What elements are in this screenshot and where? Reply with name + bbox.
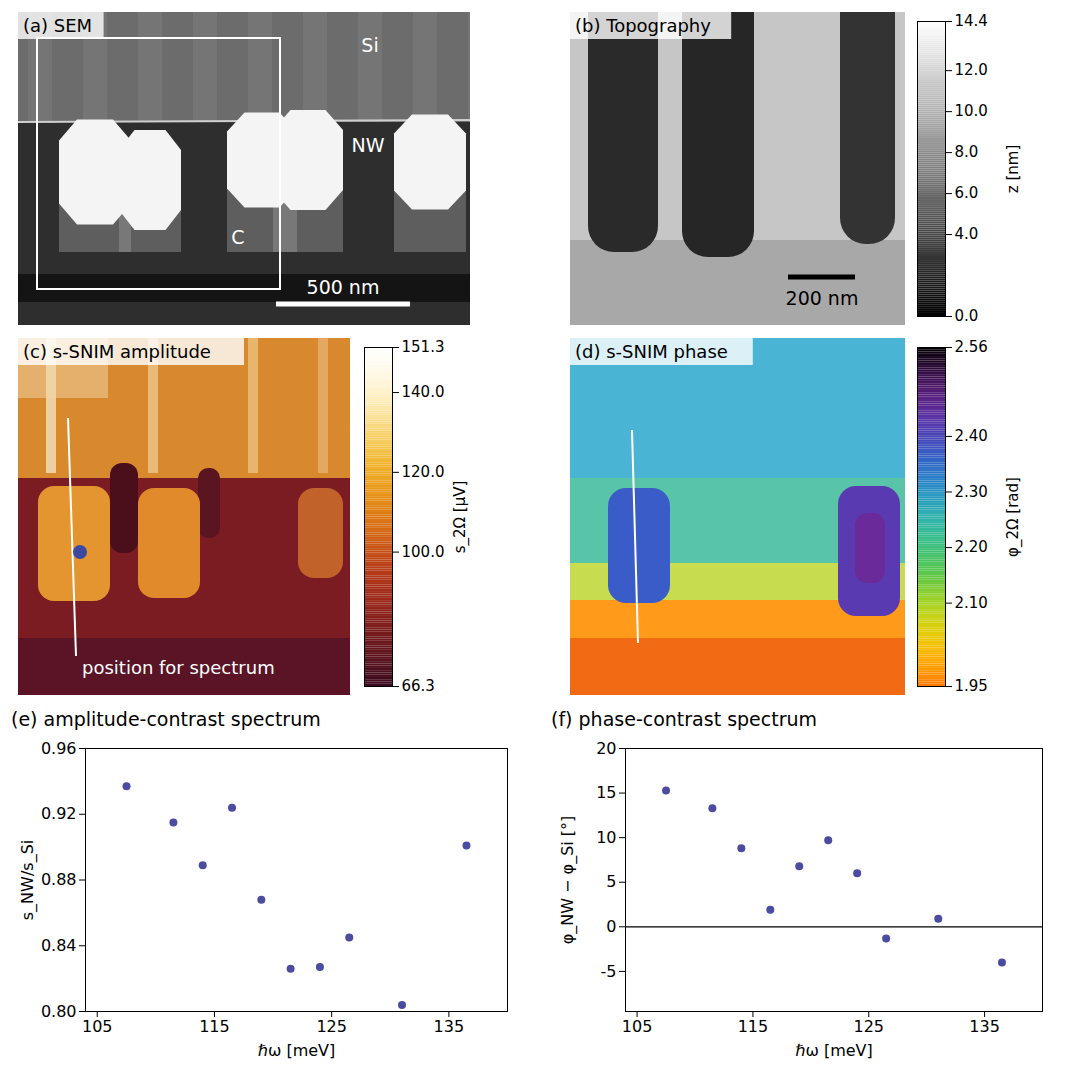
svg-text:120.0: 120.0 <box>402 463 445 481</box>
svg-text:Si: Si <box>361 34 378 56</box>
svg-text:0.88: 0.88 <box>41 870 77 889</box>
svg-text:0.92: 0.92 <box>41 804 77 823</box>
svg-text:8.0: 8.0 <box>955 143 979 161</box>
svg-text:(a) SEM: (a) SEM <box>23 15 92 36</box>
svg-text:125: 125 <box>853 1017 884 1036</box>
svg-text:position for spectrum: position for spectrum <box>82 657 275 678</box>
svg-text:10: 10 <box>596 828 616 847</box>
svg-text:100.0: 100.0 <box>402 543 445 561</box>
svg-text:0.96: 0.96 <box>41 739 77 758</box>
html-text:(e) amplitude-contrast spectru: (e) amplitude-contrast spectrum <box>11 708 321 730</box>
svg-text:(c) s-SNIM amplitude: (c) s-SNIM amplitude <box>23 341 211 362</box>
svg-text:0.84: 0.84 <box>41 936 77 955</box>
svg-text:10.0: 10.0 <box>955 102 988 120</box>
svg-text:1.95: 1.95 <box>955 677 988 695</box>
html-text:(f) phase-contrast spectrum: (f) phase-contrast spectrum <box>551 708 818 730</box>
svg-text:135: 135 <box>969 1017 1000 1036</box>
svg-text:66.3: 66.3 <box>402 677 435 695</box>
svg-text:115: 115 <box>738 1017 769 1036</box>
svg-text:14.4: 14.4 <box>955 12 988 30</box>
svg-text:0.0: 0.0 <box>955 307 979 325</box>
svg-text:105: 105 <box>82 1017 113 1036</box>
svg-text:φ_2Ω [rad]: φ_2Ω [rad] <box>1004 477 1023 557</box>
svg-text:6.0: 6.0 <box>955 184 979 202</box>
svg-text:φ_NW − φ_Si [°]: φ_NW − φ_Si [°] <box>558 816 578 945</box>
svg-text:140.0: 140.0 <box>402 383 445 401</box>
svg-text:2.40: 2.40 <box>955 427 988 445</box>
svg-text:s_NW/s_Si: s_NW/s_Si <box>18 840 38 920</box>
svg-text:5: 5 <box>606 872 616 891</box>
svg-text:125: 125 <box>316 1017 347 1036</box>
svg-text:135: 135 <box>434 1017 465 1036</box>
svg-text:ℏω [meV]: ℏω [meV] <box>795 1041 872 1060</box>
svg-text:2.30: 2.30 <box>955 483 988 501</box>
svg-text:105: 105 <box>622 1017 653 1036</box>
svg-text:ℏω [meV]: ℏω [meV] <box>258 1041 335 1060</box>
svg-text:2.20: 2.20 <box>955 538 988 556</box>
svg-text:0.80: 0.80 <box>41 1002 77 1021</box>
svg-text:151.3: 151.3 <box>402 338 445 356</box>
svg-text:NW: NW <box>352 134 385 156</box>
svg-text:4.0: 4.0 <box>955 225 979 243</box>
svg-text:0: 0 <box>606 917 616 936</box>
svg-text:500 nm: 500 nm <box>307 276 380 298</box>
svg-text:(d) s-SNIM phase: (d) s-SNIM phase <box>575 341 728 362</box>
svg-text:115: 115 <box>199 1017 230 1036</box>
svg-text:15: 15 <box>596 783 616 802</box>
svg-text:(b) Topography: (b) Topography <box>575 15 711 36</box>
svg-text:C: C <box>231 226 244 248</box>
svg-text:20: 20 <box>596 739 616 758</box>
svg-text:-5: -5 <box>601 962 617 981</box>
svg-text:s_2Ω [μV]: s_2Ω [μV] <box>451 481 470 554</box>
svg-text:2.10: 2.10 <box>955 594 988 612</box>
svg-text:2.56: 2.56 <box>955 338 988 356</box>
svg-text:12.0: 12.0 <box>955 61 988 79</box>
svg-text:z [nm]: z [nm] <box>1004 145 1022 193</box>
svg-text:200 nm: 200 nm <box>786 287 859 309</box>
